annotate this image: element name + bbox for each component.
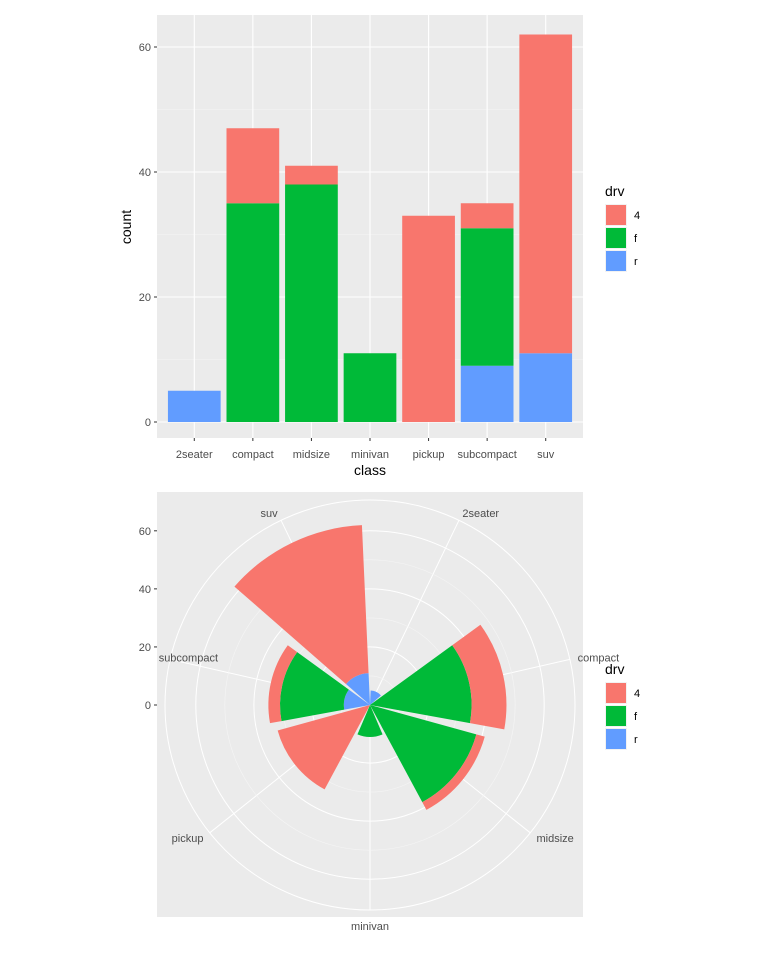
bar-compact-f [226, 203, 280, 422]
polar-category-labels: 2seater compact midsize minivan pickup subcom… [159, 508, 620, 933]
polar-minor-ring [224, 559, 516, 851]
category-label-pickup: pickup [172, 833, 204, 845]
category-label-suv: suv [260, 508, 278, 520]
polar-spoke [369, 520, 460, 706]
y-tick-label: 0 [145, 417, 151, 429]
legend-title: drv [605, 183, 624, 199]
x-tick-label: minivan [351, 449, 389, 461]
category-label-compact: compact [578, 653, 620, 665]
wedge-subcompact-4 [268, 645, 298, 724]
y-tick-label: 40 [139, 167, 151, 179]
polar-ring [195, 530, 545, 880]
legend-key-f [606, 706, 626, 726]
wedge-pickup-4 [277, 705, 370, 790]
bar-compact-4 [226, 128, 280, 204]
x-tick-label: midsize [293, 449, 330, 461]
wedge-minivan-f [357, 705, 383, 737]
bar-marks [167, 34, 573, 422]
r-tick-label: 60 [139, 526, 151, 538]
bar-y-ticks: 0 20 40 60 [139, 42, 157, 429]
wedge-2seater-r [370, 690, 381, 705]
r-tick-label: 40 [139, 584, 151, 596]
polar-outer-ring [164, 499, 576, 911]
legend-key-r [606, 729, 626, 749]
legend-label: r [634, 256, 638, 268]
polar-bar-chart: 0 20 40 60 2seater compact midsize minivan pick… [139, 492, 640, 933]
legend-key-f [606, 228, 626, 248]
wedge-midsize-4 [422, 734, 485, 810]
x-tick-label: subcompact [457, 449, 516, 461]
polar-legend: drv 4 fr [605, 661, 640, 750]
x-tick-label: pickup [413, 449, 445, 461]
bar-subcompact-f [460, 228, 514, 366]
legend-key-4 [606, 683, 626, 703]
x-tick-label: suv [537, 449, 555, 461]
legend-label: 4 [634, 210, 640, 222]
bar-2seater-r [167, 390, 221, 422]
category-label-2seater: 2seater [462, 508, 499, 520]
legend-key-r [606, 251, 626, 271]
bar-subcompact-4 [460, 203, 514, 229]
legend-label: 4 [634, 688, 640, 700]
bar-x-ticks: 2seater compact midsize minivan pickup subcom… [176, 438, 555, 461]
x-tick-label: 2seater [176, 449, 213, 461]
wedge-suv-r [345, 673, 370, 705]
bar-midsize-f [285, 184, 338, 422]
x-tick-label: compact [232, 449, 274, 461]
legend-key-4 [606, 205, 626, 225]
bar-legend: drv 4 fr [605, 183, 640, 272]
legend-label: f [634, 233, 638, 245]
legend-label: f [634, 711, 638, 723]
y-tick-label: 60 [139, 42, 151, 54]
bar-pickup-4 [402, 215, 455, 422]
wedge-subcompact-r [343, 689, 370, 710]
category-label-midsize: midsize [537, 833, 574, 845]
legend-label: r [634, 734, 638, 746]
legend-title: drv [605, 661, 624, 677]
bar-subcompact-r [460, 365, 514, 422]
polar-r-ticks: 0 20 40 60 [139, 526, 157, 712]
category-label-minivan: minivan [351, 921, 389, 933]
polar-marks [234, 525, 507, 810]
bar-suv-4 [519, 34, 573, 354]
wedge-compact-4 [452, 624, 507, 730]
category-label-subcompact: subcompact [159, 653, 218, 665]
stacked-bar-chart: 0 20 40 60 2seater compact midsize minivan pick… [118, 15, 640, 478]
wedge-suv-4 [234, 525, 369, 684]
bar-suv-r [519, 353, 573, 422]
wedge-compact-f [370, 645, 472, 724]
r-tick-label: 0 [145, 700, 151, 712]
y-axis-title: count [118, 210, 134, 244]
wedge-midsize-f [370, 705, 477, 803]
bar-midsize-4 [285, 165, 338, 185]
x-axis-title: class [354, 462, 386, 478]
bar-minivan-f [343, 353, 397, 422]
wedge-subcompact-f [280, 652, 349, 722]
y-tick-label: 20 [139, 292, 151, 304]
r-tick-label: 20 [139, 642, 151, 654]
